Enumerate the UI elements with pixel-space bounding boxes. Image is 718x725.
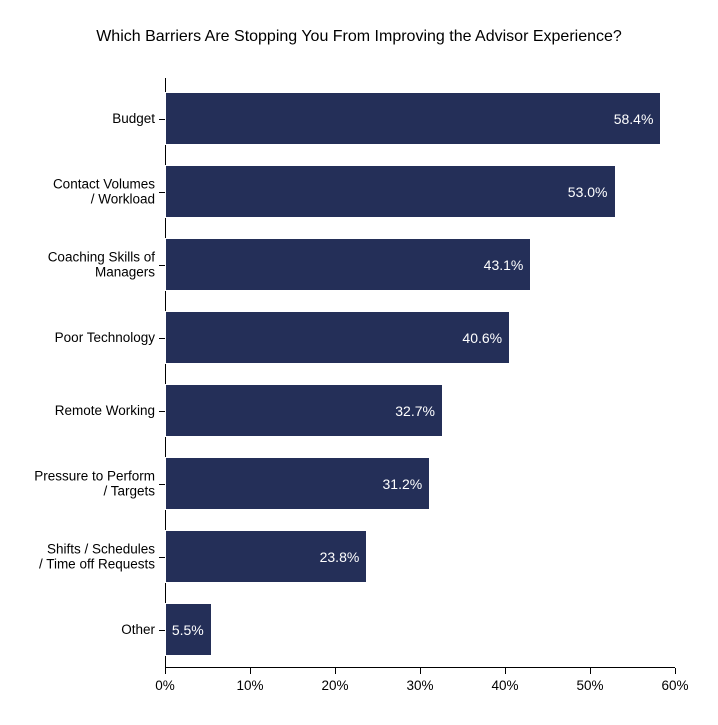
bar [165,92,661,145]
y-category-label: Budget [112,111,155,127]
y-category-label: Remote Working [55,403,155,419]
y-category-label: Other [121,622,155,638]
x-tick-mark [165,668,166,674]
y-category-label: Shifts / Schedules/ Time off Requests [39,541,155,572]
bar-value-label: 31.2% [383,476,423,492]
x-tick-label: 0% [155,678,175,693]
bar-value-label: 58.4% [614,111,654,127]
x-tick-label: 30% [406,678,433,693]
bar-value-label: 32.7% [395,403,435,419]
bar-value-label: 43.1% [484,257,524,273]
x-tick-label: 10% [236,678,263,693]
x-tick-label: 40% [491,678,518,693]
y-category-label: Contact Volumes/ Workload [53,176,155,207]
x-tick-mark [420,668,421,674]
bar [165,311,510,364]
x-tick-label: 20% [321,678,348,693]
x-tick-mark [335,668,336,674]
y-category-label: Coaching Skills ofManagers [48,249,155,280]
x-tick-mark [675,668,676,674]
bar-value-label: 5.5% [172,622,204,638]
x-tick-mark [505,668,506,674]
bar-value-label: 40.6% [462,330,502,346]
bar [165,165,616,218]
chart-container: Which Barriers Are Stopping You From Imp… [0,0,718,725]
chart-title: Which Barriers Are Stopping You From Imp… [0,28,718,46]
bar-value-label: 53.0% [568,184,608,200]
x-tick-label: 50% [576,678,603,693]
x-tick-label: 60% [661,678,688,693]
bar-value-label: 23.8% [320,549,360,565]
y-category-label: Poor Technology [55,330,155,346]
y-category-label: Pressure to Perform/ Targets [34,468,155,499]
bar [165,238,531,291]
x-tick-mark [250,668,251,674]
x-tick-mark [590,668,591,674]
